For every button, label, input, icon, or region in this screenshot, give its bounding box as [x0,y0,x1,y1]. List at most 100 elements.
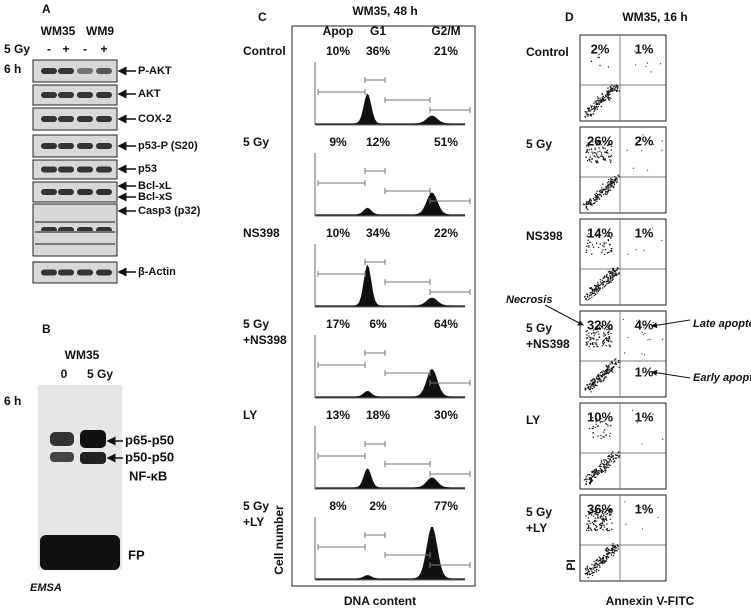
dot [611,84,613,86]
dot [618,175,620,178]
band [50,432,74,446]
dot [595,476,597,479]
dot [587,524,590,526]
dot [608,514,611,516]
dot [637,140,639,143]
dot [609,182,612,185]
dot [606,280,609,282]
dot [626,149,628,151]
x-axis-label: DNA content [344,594,416,608]
dot [603,524,605,527]
dot [589,199,591,202]
dot [608,551,610,554]
dot [605,365,608,368]
dot [607,277,610,279]
dot [600,380,603,382]
dot [589,382,592,385]
band-label: COX-2 [138,113,172,125]
dot [590,481,592,484]
condition-label: +LY [526,521,547,535]
dot [601,279,603,282]
band [96,92,112,98]
dot [611,87,614,90]
dot [594,290,596,293]
band [96,269,112,276]
blot [32,134,118,158]
dot [613,272,615,274]
gate-marker [317,271,366,277]
dot [607,188,609,190]
percent-label: 64% [434,317,458,331]
dot [592,289,594,291]
dot [635,320,638,322]
dot [608,461,610,463]
dot [597,419,600,422]
dot [606,550,608,553]
dot [593,474,595,477]
dot [609,328,611,331]
dot [586,565,589,568]
dot [586,574,589,576]
dot [596,190,598,192]
column-label: G1 [370,24,386,38]
dot [595,153,598,155]
dot [595,289,597,291]
dot [600,155,602,158]
dot [584,387,586,390]
dot [598,523,601,526]
dot [592,568,594,570]
dot [591,381,593,383]
dot [587,239,589,241]
dot [605,519,608,522]
dot [609,189,612,191]
dot [602,277,604,279]
dot [610,528,613,531]
dot [603,275,606,277]
dot [607,251,609,254]
dot [607,337,609,339]
dot [595,235,598,237]
dot [591,379,594,381]
dot [602,518,605,521]
dot [602,379,605,381]
fp-label: FP [128,547,145,562]
dot [588,110,590,112]
dot [616,90,618,93]
dot [598,102,600,104]
dot [610,456,613,459]
dot [597,283,599,285]
dot [594,379,597,381]
dot [590,60,593,63]
dot [616,274,618,276]
dot [595,520,597,523]
dot [590,343,592,345]
annotation: Necrosis [506,294,552,306]
dot [585,112,587,114]
gate-marker [364,350,386,356]
dot [602,421,604,423]
band [80,452,106,464]
dot [605,553,608,555]
dot [605,517,607,519]
dot [597,290,599,293]
dot [588,335,590,337]
dot [615,549,617,552]
dot [591,572,593,575]
percent-label: 2% [369,499,387,513]
complex-label: NF-κB [129,468,167,483]
condition-label: LY [243,408,257,422]
dot [608,336,611,338]
dot [615,272,617,274]
dot [604,158,606,160]
dot [610,271,613,273]
dot [611,455,613,457]
dot [601,282,604,284]
dot [594,528,597,531]
dot [599,140,602,142]
dot [600,526,603,528]
gate-marker [364,168,386,174]
dot [597,470,600,472]
gate-marker [429,380,471,386]
dot [610,460,613,463]
dot [594,517,597,519]
